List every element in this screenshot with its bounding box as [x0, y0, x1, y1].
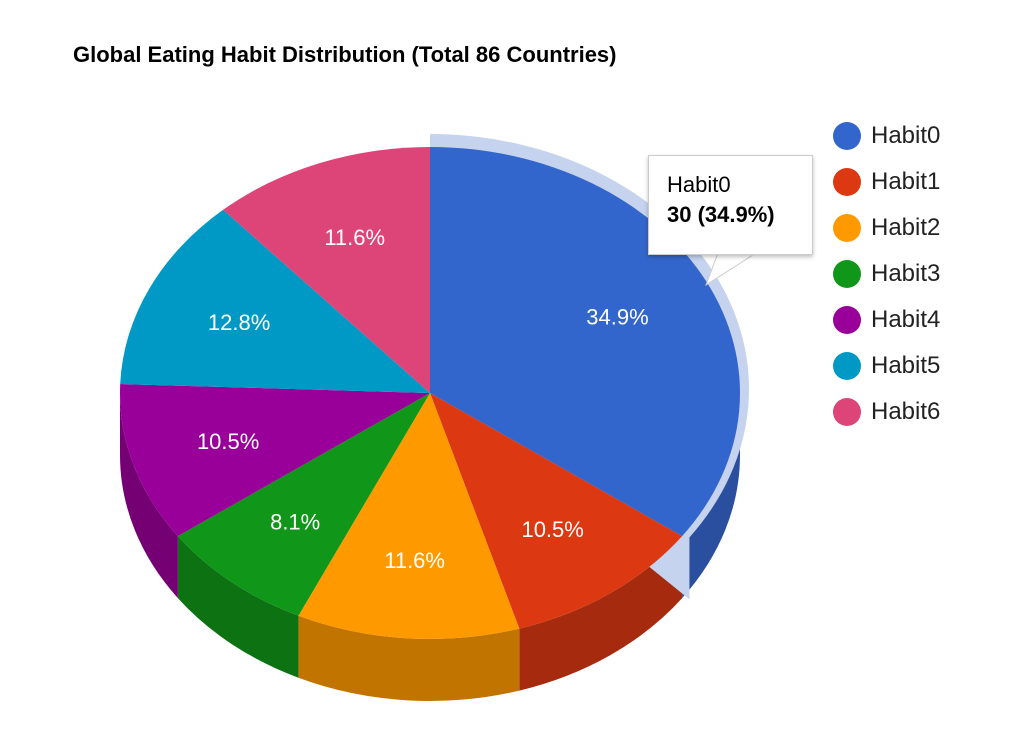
pie-slice-habit4[interactable]: [120, 384, 431, 537]
pie-side-habit3: [177, 536, 299, 678]
pie-slice-habit2[interactable]: [298, 393, 520, 639]
legend-item-habit6[interactable]: Habit6: [833, 389, 940, 435]
legend-label: Habit4: [871, 306, 941, 333]
tooltip: Habit0 30 (34.9%): [648, 155, 813, 255]
pie-slice-habit1[interactable]: [430, 393, 683, 629]
legend-swatch: [833, 352, 861, 380]
pie-side-habit1: [519, 536, 683, 691]
legend: Habit0 Habit1 Habit2 Habit3 Habit4 Habit…: [833, 113, 940, 435]
legend-swatch: [833, 306, 861, 334]
legend-swatch: [833, 122, 861, 150]
slice-label-habit0: 34.9%: [586, 305, 648, 330]
legend-label: Habit1: [871, 168, 941, 195]
pie-slice-habit6[interactable]: [223, 147, 430, 393]
tooltip-series-name: Habit0: [667, 172, 731, 197]
legend-item-habit0[interactable]: Habit0: [833, 113, 940, 159]
slice-label-habit2: 11.6%: [384, 548, 445, 573]
slice-label-habit6: 11.6%: [324, 225, 385, 250]
pie-slice-habit5[interactable]: [120, 209, 430, 393]
legend-item-habit1[interactable]: Habit1: [833, 159, 940, 205]
slice-label-habit1: 10.5%: [521, 517, 583, 542]
legend-label: Habit6: [871, 398, 941, 425]
legend-swatch: [833, 260, 861, 288]
pie-side-habit4: [120, 393, 178, 599]
legend-item-habit2[interactable]: Habit2: [833, 205, 940, 251]
legend-item-habit5[interactable]: Habit5: [833, 343, 940, 389]
legend-item-habit3[interactable]: Habit3: [833, 251, 940, 297]
slice-label-habit4: 10.5%: [197, 429, 259, 454]
legend-swatch: [833, 168, 861, 196]
slice-label-habit5: 12.8%: [208, 310, 270, 335]
legend-label: Habit5: [871, 352, 941, 379]
pie-side-habit0: [682, 393, 740, 599]
chart-title: Global Eating Habit Distribution (Total …: [73, 42, 617, 67]
legend-swatch: [833, 398, 861, 426]
legend-label: Habit0: [871, 122, 941, 149]
legend-item-habit4[interactable]: Habit4: [833, 297, 940, 343]
slice-label-habit3: 8.1%: [270, 510, 320, 535]
tooltip-value: 30 (34.9%): [667, 202, 775, 227]
pie-slice-habit3[interactable]: [177, 393, 430, 616]
legend-swatch: [833, 214, 861, 242]
legend-label: Habit3: [871, 260, 941, 287]
pie-side-habit2: [298, 615, 520, 701]
legend-label: Habit2: [871, 214, 941, 241]
